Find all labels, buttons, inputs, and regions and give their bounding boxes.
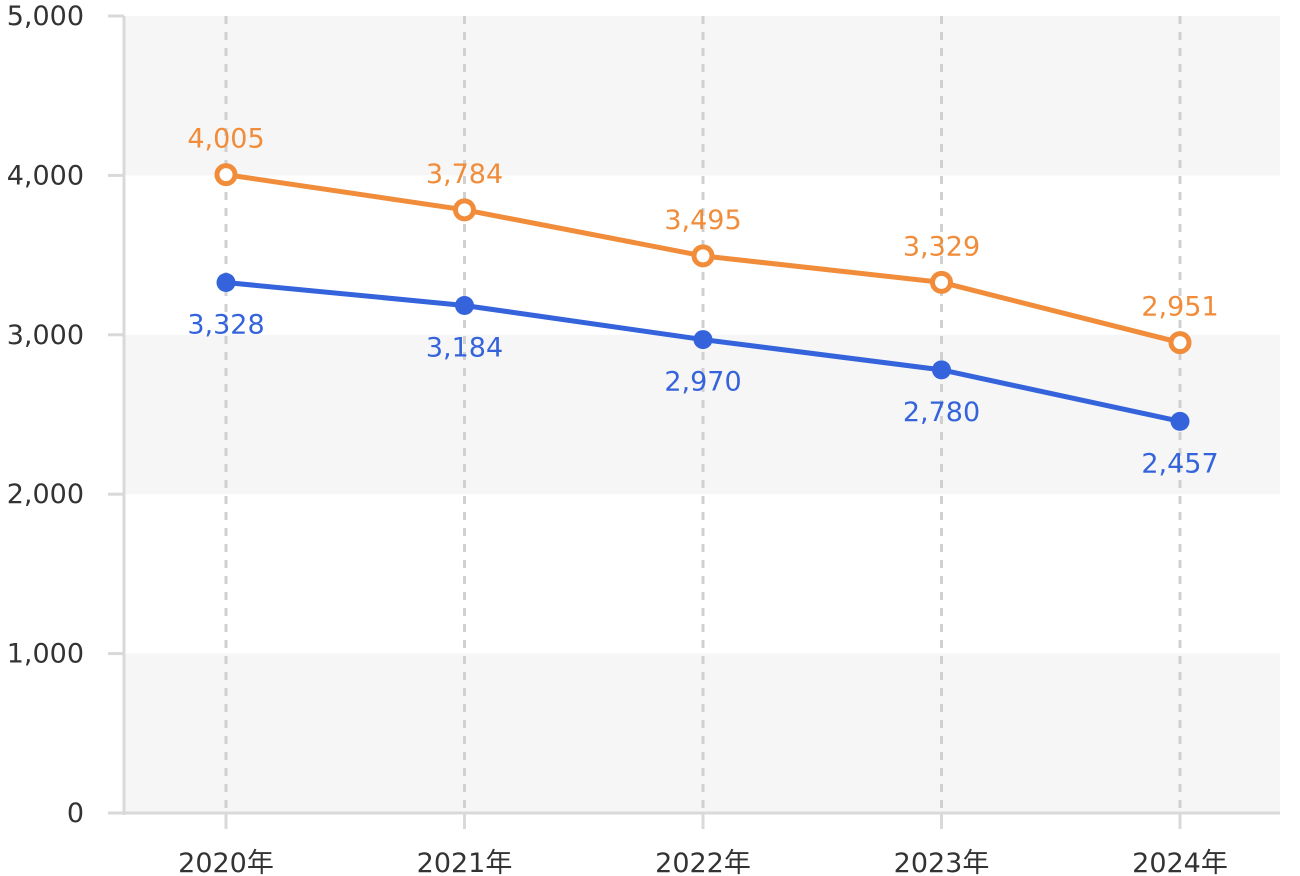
- data-label: 2,970: [664, 367, 741, 398]
- data-point: [214, 163, 238, 187]
- data-label: 2,457: [1141, 448, 1218, 479]
- y-tick-label: 3,000: [7, 320, 84, 351]
- y-tick-label: 0: [67, 798, 84, 829]
- data-label: 3,329: [903, 231, 980, 262]
- data-point: [453, 198, 476, 222]
- vertical-gridlines: [224, 16, 1182, 813]
- y-tick-label: 2,000: [7, 479, 84, 510]
- series: [214, 163, 1192, 431]
- y-axis-ticks: 0 1,000 2,000 3,000 4,000 5,000: [7, 1, 124, 829]
- axes: [122, 16, 1280, 815]
- x-tick-label: 2021年: [417, 848, 513, 876]
- data-point: [932, 360, 951, 380]
- data-point: [455, 295, 474, 315]
- x-tick-label: 2023年: [894, 848, 990, 876]
- data-label: 2,780: [903, 397, 980, 428]
- data-label: 3,784: [426, 159, 503, 190]
- background-bands: [124, 16, 1280, 813]
- data-point: [693, 330, 713, 350]
- data-label: 3,184: [426, 332, 503, 363]
- x-tick-label: 2022年: [655, 848, 751, 876]
- data-label: 2,951: [1141, 292, 1218, 323]
- y-tick-label: 4,000: [7, 160, 84, 191]
- data-labels: 4,005 3,784 3,495 3,329 2,951 3,328 3,184 2,970…: [187, 124, 1218, 480]
- y-tick-label: 1,000: [7, 639, 84, 670]
- data-point: [930, 270, 953, 294]
- data-label: 4,005: [187, 124, 264, 155]
- x-tick-label: 2020年: [178, 848, 274, 876]
- y-tick-label: 5,000: [7, 1, 84, 32]
- data-point: [1168, 331, 1192, 355]
- x-tick-label: 2024年: [1132, 848, 1228, 876]
- data-point: [1170, 411, 1190, 431]
- x-axis-ticks: 2020年 2021年 2022年 2023年 2024年: [178, 813, 1228, 876]
- data-point: [216, 273, 236, 293]
- data-label: 3,495: [664, 205, 741, 236]
- data-label: 3,328: [187, 310, 264, 341]
- data-point: [691, 244, 715, 268]
